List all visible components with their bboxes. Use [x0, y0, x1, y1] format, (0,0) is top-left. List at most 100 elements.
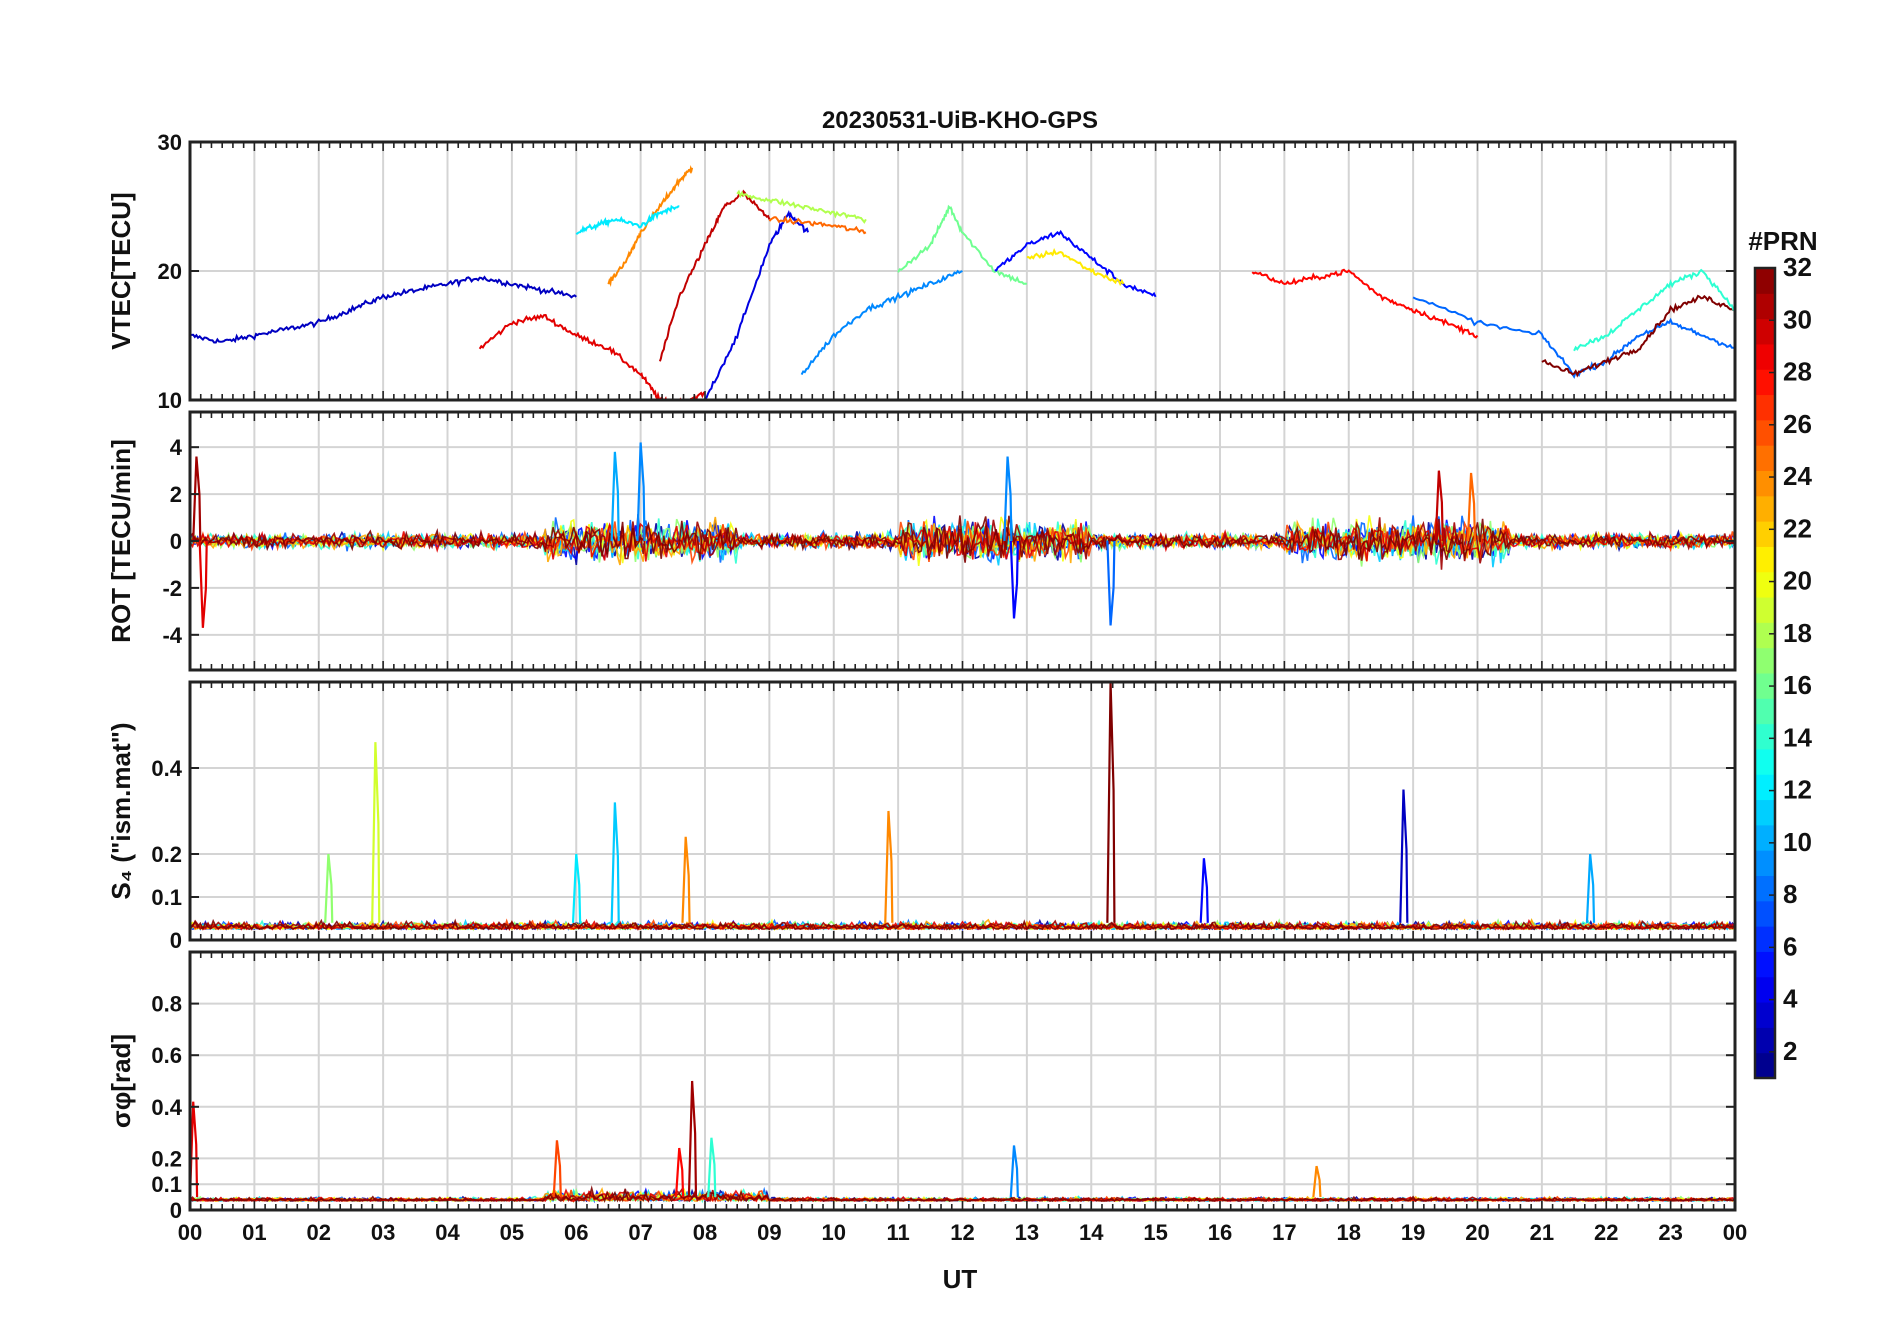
colorbar-segment	[1755, 723, 1775, 750]
sigma-spike-prn-9	[1009, 1145, 1019, 1198]
vtec-series-prn-24	[607, 164, 694, 287]
sigma-spike-prn-31	[687, 1080, 698, 1198]
y-tick-label: 4	[170, 435, 183, 460]
s4-trace-prn-26	[190, 918, 1735, 932]
x-tick-label: 20	[1465, 1220, 1489, 1245]
s4-spike-prn-5	[1199, 858, 1209, 923]
rot-spike-prn-30	[1434, 470, 1444, 542]
colorbar-segment	[1755, 850, 1775, 876]
s4-spike-prn-32	[1106, 682, 1116, 923]
s4-spike-prn-12	[571, 853, 582, 923]
vtec-series-prn-21	[1026, 247, 1125, 287]
y-axis-label-sigma: σφ[rad]	[106, 1034, 136, 1128]
y-tick-label: 2	[170, 482, 182, 507]
s4-spike-prn-19	[371, 742, 381, 923]
series-vtec	[190, 164, 1735, 400]
x-tick-label: 00	[178, 1220, 202, 1245]
rot-spike-prn-31	[192, 456, 202, 542]
colorbar-segment	[1755, 521, 1775, 547]
x-tick-label: 09	[757, 1220, 781, 1245]
vtec-series-prn-29	[478, 313, 706, 400]
colorbar-segment	[1755, 799, 1775, 826]
colorbar-tick-label: 2	[1783, 1036, 1797, 1066]
colorbar-tick-label: 6	[1783, 931, 1797, 961]
chart-title: 20230531-UiB-KHO-GPS	[822, 107, 1098, 134]
colorbar-segment	[1755, 445, 1775, 471]
s4-spike-prn-24	[681, 836, 691, 923]
s4-spike-prn-10	[1585, 853, 1596, 923]
s4-spike-prn-3	[1399, 789, 1409, 923]
y-tick-label: 0.4	[151, 1095, 182, 1120]
x-ticks-rot	[189, 412, 1736, 670]
sigma-spike-prn-28	[674, 1147, 685, 1198]
s4-spike-prn-17	[324, 853, 334, 923]
colorbar-segment	[1755, 546, 1775, 573]
x-tick-label: 15	[1143, 1220, 1167, 1245]
sigma-spike-prn-14	[707, 1137, 717, 1198]
x-tick-label: 22	[1594, 1220, 1618, 1245]
y-tick-label: 10	[158, 388, 182, 413]
panel-vtec: 10 20 30 VTEC[TECU]	[106, 130, 1737, 413]
y-tick-label: 0.4	[151, 756, 182, 781]
colorbar-segment	[1755, 875, 1775, 902]
colorbar-tick-label: 28	[1783, 357, 1812, 387]
colorbar-segment	[1755, 698, 1775, 725]
rot-spike-prn-9	[636, 442, 646, 542]
colorbar-segment	[1755, 293, 1775, 320]
colorbar-tick-label: 8	[1783, 879, 1797, 909]
x-tick-label: 08	[693, 1220, 717, 1245]
colorbar-tick-label: 4	[1783, 984, 1798, 1014]
vtec-series-prn-8	[1412, 296, 1735, 380]
rot-spike-prn-9	[1003, 456, 1013, 542]
colorbar-segment	[1755, 597, 1775, 623]
x-tick-label: 18	[1337, 1220, 1361, 1245]
rot-spike-prn-8	[1106, 540, 1116, 626]
colorbar-segment	[1755, 673, 1775, 699]
colorbar-segment	[1755, 571, 1775, 598]
colorbar-segment	[1755, 1002, 1775, 1028]
colorbar-segment	[1755, 343, 1775, 370]
colorbar-tick-label: 32	[1783, 252, 1812, 282]
colorbar-segment	[1755, 900, 1775, 927]
x-tick-label: 05	[500, 1220, 524, 1245]
vtec-series-prn-32	[1541, 294, 1735, 378]
colorbar-tick-label: 14	[1783, 722, 1812, 752]
s4-trace-prn-32	[190, 918, 1735, 931]
sigma-spike-prn-29	[190, 1101, 199, 1198]
y-tick-label: 20	[158, 259, 182, 284]
s4-spike-prn-11	[610, 802, 620, 923]
vtec-series-prn-28	[1251, 268, 1479, 339]
rot-spike-prn-10	[610, 451, 620, 542]
y-axis-label-s4: S₄ ("ism.mat")	[106, 722, 136, 899]
y-tick-label: 0	[170, 1198, 182, 1223]
colorbar-segment	[1755, 369, 1775, 396]
x-tick-label: 10	[822, 1220, 846, 1245]
x-tick-label: 00	[1723, 1220, 1747, 1245]
colorbar-segment	[1755, 419, 1775, 446]
colorbar-tick-label: 10	[1783, 827, 1812, 857]
y-tick-label: 0.6	[151, 1043, 182, 1068]
y-tick-label: 0	[170, 928, 182, 953]
vtec-series-prn-3	[190, 275, 577, 344]
colorbar-tick-label: 12	[1783, 775, 1812, 805]
x-tick-label: 12	[950, 1220, 974, 1245]
colorbar-segment	[1755, 824, 1775, 851]
colorbar-segment	[1755, 926, 1775, 952]
colorbar-frame	[1753, 266, 1777, 1080]
x-ticks-sigma	[189, 952, 1736, 1210]
vtec-series-prn-16	[897, 204, 1028, 285]
colorbar-segment	[1755, 647, 1775, 674]
colorbar-tick-label: 30	[1783, 304, 1812, 334]
colorbar-tick-label: 24	[1783, 461, 1812, 491]
x-tick-label: 19	[1401, 1220, 1425, 1245]
colorbar-tick-label: 20	[1783, 566, 1812, 596]
y-axis-label-rot: ROT [TECU/min]	[106, 439, 136, 643]
y-tick-label: 0.2	[151, 1146, 182, 1171]
colorbar-segment	[1755, 268, 1775, 294]
x-tick-label: 04	[435, 1220, 460, 1245]
colorbar-segment	[1755, 748, 1775, 775]
y-tick-label: -4	[162, 623, 182, 648]
